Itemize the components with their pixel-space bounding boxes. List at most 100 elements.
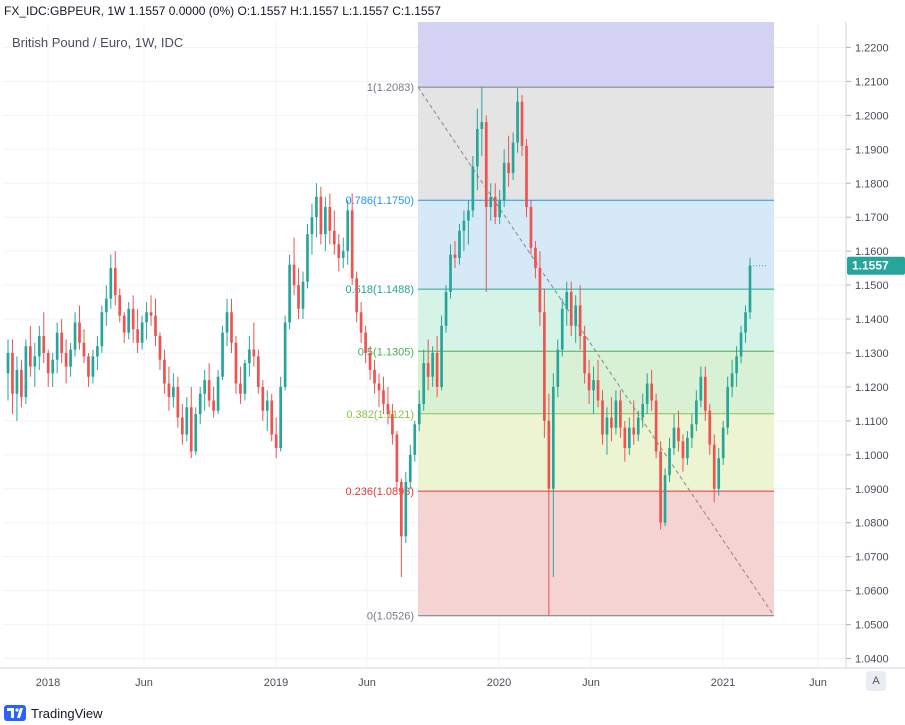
candle	[395, 431, 399, 489]
candle	[623, 420, 627, 462]
price-axis[interactable]: 1.2200 1.2100 1.2000 1.1900 1.1800 1.1700 1.16…	[846, 42, 889, 666]
candle-body	[359, 312, 363, 333]
candle	[64, 339, 68, 384]
candle	[180, 403, 184, 445]
candle	[511, 132, 515, 180]
candle-body	[529, 207, 533, 248]
candle-body	[324, 207, 327, 235]
candle	[475, 108, 479, 191]
candle-body	[520, 101, 524, 146]
candle-body	[6, 352, 10, 374]
candle-body	[417, 403, 421, 425]
candle	[189, 386, 193, 459]
candle	[377, 373, 381, 408]
candle	[748, 257, 752, 320]
candle-body	[654, 400, 658, 452]
candle	[252, 322, 256, 367]
candle	[449, 244, 452, 299]
candle	[359, 302, 363, 343]
candle	[131, 295, 135, 343]
candle	[149, 295, 153, 326]
candle-body	[721, 427, 725, 459]
candle	[288, 254, 291, 330]
candle	[578, 285, 582, 350]
candle-body	[690, 424, 694, 438]
candle-body	[475, 128, 479, 167]
x-tick-label: 2020	[487, 677, 511, 689]
candle	[176, 376, 180, 428]
candle-body	[301, 281, 305, 309]
candle-body	[748, 265, 752, 313]
candle	[185, 397, 189, 442]
candle	[493, 183, 497, 224]
candle-body	[189, 407, 193, 452]
candle	[601, 390, 604, 445]
candle-body	[614, 400, 618, 428]
candle-body	[91, 356, 95, 377]
candle-body	[672, 427, 676, 449]
candle	[306, 223, 309, 289]
fib-level-label: 0.236(1.0893)	[346, 486, 415, 498]
candle-body	[180, 417, 184, 435]
candle	[668, 437, 671, 482]
candle	[739, 325, 743, 364]
y-tick-label: 1.2000	[855, 110, 889, 122]
candle-body	[408, 454, 412, 482]
candle-body	[346, 210, 350, 252]
y-tick-label: 1.1700	[855, 212, 889, 224]
candle	[391, 403, 394, 445]
y-tick-label: 1.1200	[855, 382, 889, 394]
candle	[529, 200, 533, 255]
tradingview-logo[interactable]: TradingView	[4, 705, 103, 721]
candle	[73, 312, 77, 357]
candle-body	[605, 417, 609, 435]
candle-body	[502, 162, 506, 201]
candle	[681, 434, 685, 472]
candle-body	[154, 315, 157, 337]
candle	[279, 376, 283, 452]
candle	[310, 203, 314, 255]
candle-body	[176, 386, 180, 418]
y-tick-label: 1.2200	[855, 42, 889, 54]
candle	[337, 234, 341, 272]
candle	[256, 349, 260, 394]
candle	[136, 308, 139, 353]
candle	[627, 417, 631, 455]
candle	[270, 393, 274, 442]
candle	[695, 390, 698, 432]
candle	[346, 200, 350, 265]
candle	[265, 390, 269, 432]
candle-body	[55, 332, 59, 360]
candle-body	[11, 352, 14, 394]
candle-body	[203, 380, 207, 394]
candle-body	[560, 308, 564, 350]
candle-body	[243, 363, 247, 394]
candle-body	[230, 312, 233, 343]
candle	[543, 288, 546, 438]
candle-body	[592, 380, 595, 391]
y-tick-label: 1.1100	[855, 416, 888, 428]
candle-body	[708, 410, 712, 445]
y-tick-label: 1.1500	[855, 280, 889, 292]
candle	[619, 390, 622, 438]
price-chart[interactable]: 1(1.2083) 0.786(1.1750) 0.618(1.1488) 0.5(1…	[0, 0, 905, 703]
auto-scale-button[interactable]: A	[866, 671, 886, 691]
time-axis[interactable]: 2018 Jun 2019 Jun 2020 Jun 2021 Jun	[36, 677, 827, 689]
candle	[243, 359, 247, 401]
candle-body	[82, 342, 86, 357]
y-tick-label: 1.0500	[855, 620, 889, 632]
candle-body	[449, 254, 452, 292]
candle-body	[104, 298, 108, 313]
candle-body	[458, 230, 461, 258]
candle-body	[310, 217, 314, 235]
candle	[78, 305, 81, 350]
candle-body	[341, 251, 345, 258]
candle-body	[37, 336, 41, 357]
candle-body	[355, 278, 358, 313]
candle-body	[587, 373, 591, 391]
candle	[55, 322, 59, 374]
candle	[426, 339, 430, 391]
candle-body	[551, 386, 555, 489]
y-tick-label: 1.1400	[855, 314, 889, 326]
candle	[404, 471, 408, 544]
